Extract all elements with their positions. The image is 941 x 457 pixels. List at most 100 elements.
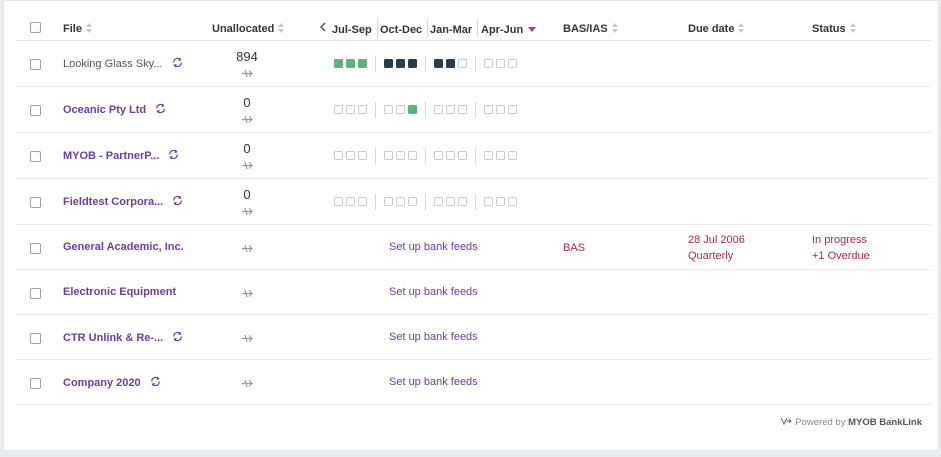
file-name-link[interactable]: Electronic Equipment [63,286,176,298]
setup-bank-feeds-link[interactable]: Set up bank feeds [389,241,478,253]
col-file-header[interactable]: File [63,22,93,35]
quarter-period-box[interactable] [446,59,455,68]
table-row[interactable]: Fieldtest Corpora... 0 [16,179,931,225]
quarter-period-box[interactable] [396,59,405,68]
table-row[interactable]: Looking Glass Sky... 894 [16,41,931,87]
row-checkbox[interactable] [30,333,41,344]
quarter-period-box[interactable] [484,105,493,114]
quarter-period-box[interactable] [408,105,417,114]
table-row[interactable]: Company 2020 Set up bank feeds [16,360,931,405]
quarter-period-box[interactable] [408,151,417,160]
quarter-period-box[interactable] [346,105,355,114]
file-cell[interactable]: Electronic Equipment [63,286,176,298]
col-bas-header[interactable]: BAS/IAS [563,22,619,35]
quarter-period-box[interactable] [458,197,467,206]
quarter-period-box[interactable] [396,105,405,114]
quarter-period-box[interactable] [446,105,455,114]
quarter-period-box[interactable] [396,151,405,160]
quarter-period-box[interactable] [334,151,343,160]
setup-bank-feeds-link[interactable]: Set up bank feeds [389,376,478,388]
quarter-period-box[interactable] [496,59,505,68]
quarter-period-box[interactable] [358,59,367,68]
quarter-period-box[interactable] [384,59,393,68]
col-status-header[interactable]: Status [812,22,857,35]
quarter-period-box[interactable] [458,59,467,68]
setup-bank-feeds-link[interactable]: Set up bank feeds [389,286,478,298]
table-row[interactable]: MYOB - PartnerP... 0 [16,133,931,179]
quarter-period-box[interactable] [446,151,455,160]
file-name-link[interactable]: MYOB - PartnerP... [63,150,159,162]
quarter-period-box[interactable] [384,151,393,160]
quarter-period-box[interactable] [496,151,505,160]
file-name-link[interactable]: Looking Glass Sky... [63,58,162,70]
col-q4-header[interactable]: Apr-Jun [481,24,536,36]
table-row[interactable]: General Academic, Inc. Set up bank feeds B… [16,225,931,270]
unallocated-count[interactable]: 0 [227,95,267,110]
row-checkbox[interactable] [30,378,41,389]
quarter-period-box[interactable] [434,105,443,114]
file-cell[interactable]: MYOB - PartnerP... [63,149,179,162]
quarter-period-box[interactable] [508,59,517,68]
table-row[interactable]: Electronic Equipment Set up bank feeds [16,270,931,315]
quarter-period-box[interactable] [434,197,443,206]
row-checkbox[interactable] [30,105,41,116]
sync-icon[interactable] [155,103,166,114]
sync-icon[interactable] [172,57,183,68]
row-checkbox[interactable] [30,288,41,299]
table-row[interactable]: Oceanic Pty Ltd 0 [16,87,931,133]
select-all-checkbox[interactable] [30,22,41,33]
chevron-left-icon[interactable] [319,22,327,32]
row-checkbox[interactable] [30,197,41,208]
unallocated-count[interactable]: 0 [227,187,267,202]
col-due-header[interactable]: Due date [688,22,745,35]
quarter-period-box[interactable] [496,197,505,206]
quarter-period-box[interactable] [508,105,517,114]
bas-type-link[interactable]: BAS [563,240,585,256]
quarter-period-box[interactable] [396,197,405,206]
file-cell[interactable]: General Academic, Inc. [63,241,184,253]
quarter-period-box[interactable] [358,151,367,160]
sync-icon[interactable] [150,376,161,387]
unallocated-count[interactable]: 894 [227,49,267,64]
quarter-period-box[interactable] [434,151,443,160]
file-name-link[interactable]: Fieldtest Corpora... [63,196,163,208]
quarter-period-box[interactable] [434,59,443,68]
sync-icon[interactable] [172,195,183,206]
file-cell[interactable]: Oceanic Pty Ltd [63,103,166,116]
setup-bank-feeds-link[interactable]: Set up bank feeds [389,331,478,343]
file-name-link[interactable]: General Academic, Inc. [63,241,184,253]
quarter-period-box[interactable] [408,59,417,68]
quarter-period-box[interactable] [334,59,343,68]
row-checkbox[interactable] [30,243,41,254]
file-name-link[interactable]: Oceanic Pty Ltd [63,104,146,116]
row-checkbox[interactable] [30,151,41,162]
sync-icon[interactable] [168,149,179,160]
quarter-period-box[interactable] [346,197,355,206]
unallocated-count[interactable]: 0 [227,141,267,156]
quarter-period-box[interactable] [508,197,517,206]
quarter-period-box[interactable] [334,197,343,206]
quarter-period-box[interactable] [358,197,367,206]
file-cell[interactable]: Looking Glass Sky... [63,57,183,70]
quarter-period-box[interactable] [384,197,393,206]
sync-icon[interactable] [172,331,183,342]
row-checkbox[interactable] [30,59,41,70]
quarter-period-box[interactable] [446,197,455,206]
quarter-period-box[interactable] [484,197,493,206]
quarter-period-box[interactable] [484,59,493,68]
table-row[interactable]: CTR Unlink & Re-... Set up bank feeds [16,315,931,360]
quarter-period-box[interactable] [458,105,467,114]
file-name-link[interactable]: Company 2020 [63,377,141,389]
quarter-period-box[interactable] [508,151,517,160]
col-unallocated-header[interactable]: Unallocated [212,22,285,35]
file-cell[interactable]: CTR Unlink & Re-... [63,331,183,344]
quarter-period-box[interactable] [458,151,467,160]
quarter-period-box[interactable] [346,151,355,160]
quarter-period-box[interactable] [496,105,505,114]
quarter-period-box[interactable] [346,59,355,68]
quarter-period-box[interactable] [384,105,393,114]
status-cell[interactable]: In progress +1 Overdue [812,232,870,264]
file-cell[interactable]: Company 2020 [63,376,161,389]
quarter-period-box[interactable] [358,105,367,114]
quarter-period-box[interactable] [408,197,417,206]
